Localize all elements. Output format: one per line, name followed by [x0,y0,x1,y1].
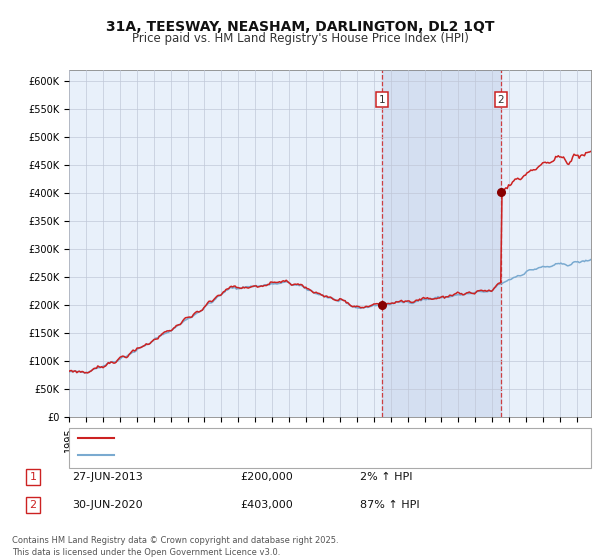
Text: £200,000: £200,000 [240,472,293,482]
Text: 2% ↑ HPI: 2% ↑ HPI [360,472,413,482]
Text: Price paid vs. HM Land Registry's House Price Index (HPI): Price paid vs. HM Land Registry's House … [131,32,469,45]
Text: HPI: Average price, detached house, Darlington: HPI: Average price, detached house, Darl… [120,450,368,460]
Text: 1: 1 [379,95,385,105]
Bar [382,70,501,417]
Text: £403,000: £403,000 [240,500,293,510]
Text: 31A, TEESWAY, NEASHAM, DARLINGTON, DL2 1QT (detached house): 31A, TEESWAY, NEASHAM, DARLINGTON, DL2 1… [120,433,475,444]
Text: 87% ↑ HPI: 87% ↑ HPI [360,500,419,510]
Text: 27-JUN-2013: 27-JUN-2013 [72,472,143,482]
Text: 2: 2 [29,500,37,510]
Text: Contains HM Land Registry data © Crown copyright and database right 2025.
This d: Contains HM Land Registry data © Crown c… [12,536,338,557]
Text: 1: 1 [29,472,37,482]
Text: 30-JUN-2020: 30-JUN-2020 [72,500,143,510]
Text: 31A, TEESWAY, NEASHAM, DARLINGTON, DL2 1QT: 31A, TEESWAY, NEASHAM, DARLINGTON, DL2 1… [106,20,494,34]
Text: 2: 2 [497,95,504,105]
